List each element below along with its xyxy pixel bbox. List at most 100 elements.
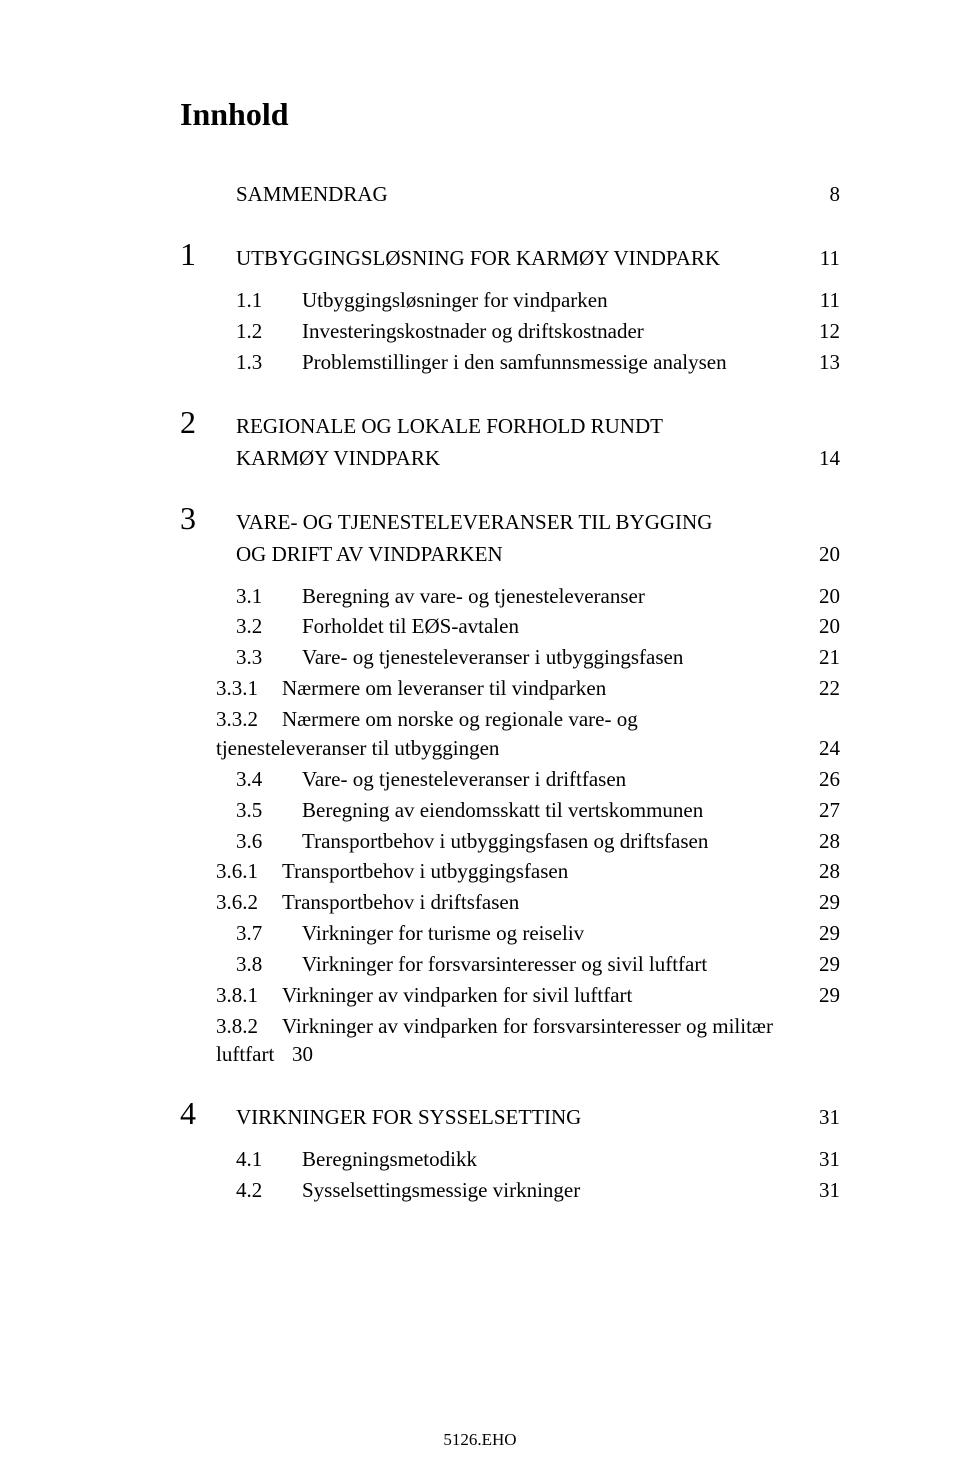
sub-page: 31 xyxy=(800,1178,840,1203)
section-subs: 1.1 Utbyggingsløsninger for vindparken 1… xyxy=(180,287,840,376)
section-page: 14 xyxy=(800,446,840,471)
sub-number: 1.1 xyxy=(236,288,302,313)
toc-subsub-row: 3.3.1 Nærmere om leveranser til vindpark… xyxy=(216,675,840,702)
toc-sub-row: 3.8 Virkninger for forsvarsinteresser og… xyxy=(236,951,840,978)
toc-summary-page: 8 xyxy=(800,182,840,207)
toc-section-row: 3 VARE- OG TJENESTELEVERANSER TIL BYGGIN… xyxy=(180,500,840,537)
sub-number: 1.2 xyxy=(236,319,302,344)
subsub-page: 29 xyxy=(800,983,840,1008)
subsub-title-line1: Virkninger av vindparken for forsvarsint… xyxy=(282,1013,800,1040)
subsub-title: Transportbehov i driftsfasen xyxy=(282,889,800,916)
toc-subsub-row: 3.8.2 Virkninger av vindparken for forsv… xyxy=(216,1013,840,1040)
toc-sub-row: 3.2 Forholdet til EØS-avtalen 20 xyxy=(236,613,840,640)
toc-section-row: 1 UTBYGGINGSLØSNING FOR KARMØY VINDPARK … xyxy=(180,236,840,273)
sub-page: 11 xyxy=(800,288,840,313)
section-title-line2: KARMØY VINDPARK xyxy=(236,445,800,472)
sub-title: Sysselsettingsmessige virkninger xyxy=(302,1177,800,1204)
toc-subsub-row: 3.8.1 Virkninger av vindparken for sivil… xyxy=(216,982,840,1009)
toc-subsub-row-cont: tjenesteleveranser til utbyggingen 24 xyxy=(216,735,840,762)
sub-title: Vare- og tjenesteleveranser i utbyggings… xyxy=(302,644,800,671)
toc-sub-row: 4.1 Beregningsmetodikk 31 xyxy=(236,1146,840,1173)
sub-title: Beregningsmetodikk xyxy=(302,1146,800,1173)
sub-number: 3.7 xyxy=(236,921,302,946)
toc-subsub-row: 3.3.2 Nærmere om norske og regionale var… xyxy=(216,706,840,733)
toc-sub-row: 3.3 Vare- og tjenesteleveranser i utbygg… xyxy=(236,644,840,671)
toc-sub-row: 4.2 Sysselsettingsmessige virkninger 31 xyxy=(236,1177,840,1204)
sub-title: Transportbehov i utbyggingsfasen og drif… xyxy=(302,828,800,855)
toc-section-row: 2 REGIONALE OG LOKALE FORHOLD RUNDT xyxy=(180,404,840,441)
section-subs: 4.1 Beregningsmetodikk 31 4.2 Sysselsett… xyxy=(180,1146,840,1204)
section-subsubs: 3.6.1 Transportbehov i utbyggingsfasen 2… xyxy=(180,858,840,916)
sub-page: 12 xyxy=(800,319,840,344)
section-page: 31 xyxy=(800,1105,840,1130)
sub-title: Utbyggingsløsninger for vindparken xyxy=(302,287,800,314)
sub-page: 26 xyxy=(800,767,840,792)
toc-subsub-row: 3.6.1 Transportbehov i utbyggingsfasen 2… xyxy=(216,858,840,885)
subsub-number: 3.3.1 xyxy=(216,676,282,701)
sub-number: 3.6 xyxy=(236,829,302,854)
subsub-number: 3.6.2 xyxy=(216,890,282,915)
page-footer: 5126.EHO xyxy=(0,1430,960,1450)
sub-page: 29 xyxy=(800,921,840,946)
sub-number: 3.3 xyxy=(236,645,302,670)
sub-number: 3.4 xyxy=(236,767,302,792)
subsub-line2-label: luftfart xyxy=(216,1042,292,1067)
section-number: 4 xyxy=(180,1095,236,1132)
subsub-number: 3.8.2 xyxy=(216,1014,282,1039)
sub-number: 4.2 xyxy=(236,1178,302,1203)
section-subs: 3.4 Vare- og tjenesteleveranser i driftf… xyxy=(180,766,840,855)
sub-title: Virkninger for forsvarsinteresser og siv… xyxy=(302,951,800,978)
page-title: Innhold xyxy=(180,96,840,133)
subsub-number: 3.8.1 xyxy=(216,983,282,1008)
section-number: 3 xyxy=(180,500,236,537)
toc-section-row: 4 VIRKNINGER FOR SYSSELSETTING 31 xyxy=(180,1095,840,1132)
subsub-page: 29 xyxy=(800,890,840,915)
sub-title: Problemstillinger i den samfunnsmessige … xyxy=(302,349,800,376)
subsub-title: Virkninger av vindparken for sivil luftf… xyxy=(282,982,800,1009)
toc-sub-row: 1.2 Investeringskostnader og driftskostn… xyxy=(236,318,840,345)
section-subs: 3.7 Virkninger for turisme og reiseliv 2… xyxy=(180,920,840,978)
sub-title: Beregning av vare- og tjenesteleveranser xyxy=(302,583,800,610)
sub-number: 3.1 xyxy=(236,584,302,609)
sub-title: Virkninger for turisme og reiseliv xyxy=(302,920,800,947)
section-title: VIRKNINGER FOR SYSSELSETTING xyxy=(236,1104,800,1131)
sub-page: 28 xyxy=(800,829,840,854)
section-number: 2 xyxy=(180,404,236,441)
sub-number: 3.5 xyxy=(236,798,302,823)
sub-page: 20 xyxy=(800,584,840,609)
section-page: 11 xyxy=(800,246,840,271)
sub-page: 20 xyxy=(800,614,840,639)
sub-number: 3.8 xyxy=(236,952,302,977)
section-subsubs: 3.3.1 Nærmere om leveranser til vindpark… xyxy=(180,675,840,762)
toc-summary-row: SAMMENDRAG 8 xyxy=(180,181,840,208)
sub-number: 1.3 xyxy=(236,350,302,375)
section-title-line1: REGIONALE OG LOKALE FORHOLD RUNDT xyxy=(236,413,800,440)
sub-number: 4.1 xyxy=(236,1147,302,1172)
section-title-line2: OG DRIFT AV VINDPARKEN xyxy=(236,541,800,568)
section-title-line1: VARE- OG TJENESTELEVERANSER TIL BYGGING xyxy=(236,509,800,536)
toc-sub-row: 1.3 Problemstillinger i den samfunnsmess… xyxy=(236,349,840,376)
toc-section-row-cont: KARMØY VINDPARK 14 xyxy=(180,445,840,472)
subsub-title-line1: Nærmere om norske og regionale vare- og xyxy=(282,706,800,733)
toc-subsub-row: 3.6.2 Transportbehov i driftsfasen 29 xyxy=(216,889,840,916)
subsub-title-line2: tjenesteleveranser til utbyggingen xyxy=(216,735,800,762)
toc-section-row-cont: OG DRIFT AV VINDPARKEN 20 xyxy=(180,541,840,568)
sub-page: 31 xyxy=(800,1147,840,1172)
sub-page: 29 xyxy=(800,952,840,977)
subsub-line2-page: 30 xyxy=(292,1042,313,1067)
subsub-title: Nærmere om leveranser til vindparken xyxy=(282,675,800,702)
subsub-page: 22 xyxy=(800,676,840,701)
toc-page: Innhold SAMMENDRAG 8 1 UTBYGGINGSLØSNING… xyxy=(0,0,960,1476)
toc-sub-row: 3.1 Beregning av vare- og tjenestelevera… xyxy=(236,583,840,610)
toc-sub-row: 3.6 Transportbehov i utbyggingsfasen og … xyxy=(236,828,840,855)
subsub-page: 24 xyxy=(800,736,840,761)
subsub-number: 3.3.2 xyxy=(216,707,282,732)
toc-sub-row: 1.1 Utbyggingsløsninger for vindparken 1… xyxy=(236,287,840,314)
sub-page: 13 xyxy=(800,350,840,375)
section-number: 1 xyxy=(180,236,236,273)
sub-number: 3.2 xyxy=(236,614,302,639)
sub-title: Investeringskostnader og driftskostnader xyxy=(302,318,800,345)
toc-sub-row: 3.5 Beregning av eiendomsskatt til verts… xyxy=(236,797,840,824)
section-subs: 3.1 Beregning av vare- og tjenestelevera… xyxy=(180,583,840,672)
toc-summary-label: SAMMENDRAG xyxy=(236,181,800,208)
